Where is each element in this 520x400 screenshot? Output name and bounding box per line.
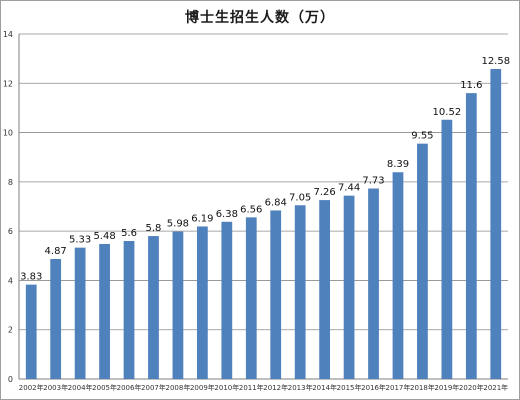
bar (490, 68, 502, 379)
y-tick-label: 10 (3, 129, 13, 138)
y-tick-label: 4 (8, 276, 13, 285)
y-tick-labels: 0 2 4 6 8 10 12 14 (3, 30, 13, 384)
bar (368, 188, 379, 379)
data-label: 11.6 (460, 80, 482, 91)
x-tick-label: 2003年 (43, 383, 68, 392)
bar (441, 119, 453, 379)
data-label: 5.8 (146, 223, 162, 234)
x-tick-label: 2014年 (312, 383, 337, 392)
bar (25, 284, 37, 379)
y-tick-label: 6 (8, 227, 13, 236)
x-tick-label: 2011年 (239, 383, 264, 392)
x-tick-label: 2015年 (337, 383, 362, 392)
bar (392, 172, 404, 379)
x-tick-label: 2017年 (386, 383, 411, 392)
bar (196, 226, 208, 379)
bar (74, 247, 86, 379)
data-label: 7.73 (362, 176, 384, 187)
bar (99, 243, 110, 379)
bar (417, 143, 428, 379)
x-tick-label: 2006年 (117, 383, 142, 392)
bar (123, 241, 135, 379)
x-tick-label: 2012年 (263, 383, 288, 392)
y-tick-label: 14 (3, 30, 13, 39)
data-label: 6.84 (265, 197, 287, 208)
x-tick-label: 2009年 (190, 383, 215, 392)
data-label: 10.52 (433, 107, 462, 118)
x-tick-label: 2002年 (19, 383, 44, 392)
data-label: 12.58 (481, 56, 510, 67)
data-label: 6.56 (240, 204, 262, 215)
bar (245, 217, 257, 379)
data-label: 3.83 (20, 272, 42, 283)
x-tick-label: 2016年 (361, 383, 386, 392)
bars (25, 68, 502, 380)
x-tick-label: 2010年 (214, 383, 239, 392)
x-tick-label: 2004年 (68, 383, 93, 392)
data-label: 6.19 (191, 213, 213, 224)
bar (343, 195, 355, 379)
x-tick-label: 2007年 (141, 383, 166, 392)
data-label: 4.87 (45, 246, 67, 257)
x-tick-label: 2021年 (483, 383, 508, 392)
data-label: 9.55 (411, 131, 433, 142)
data-label: 8.39 (387, 159, 409, 170)
bar (148, 236, 159, 379)
gridlines (19, 33, 508, 331)
bar (270, 210, 282, 379)
x-tick-label: 2020年 (459, 383, 484, 392)
data-label: 7.05 (289, 192, 311, 203)
data-label: 5.33 (69, 235, 91, 246)
bar (50, 258, 62, 379)
x-tick-label: 2018年 (410, 383, 435, 392)
data-labels: 3.83 4.875.33 5.48 5.6 5.8 5.98 6.19 6.38 6.566.… (20, 56, 510, 283)
bar (294, 205, 306, 379)
axes (18, 34, 508, 380)
bar (221, 221, 233, 379)
x-tick-label: 2019年 (434, 383, 459, 392)
y-tick-label: 12 (3, 79, 13, 88)
x-tick-label: 2013年 (288, 383, 313, 392)
y-tick-label: 8 (8, 178, 13, 187)
data-label: 7.26 (313, 187, 335, 198)
data-label: 5.98 (167, 219, 189, 230)
bar (465, 93, 477, 380)
data-label: 5.48 (93, 231, 115, 242)
bar (319, 200, 331, 379)
y-tick-label: 2 (8, 326, 13, 335)
data-label: 6.38 (216, 209, 238, 220)
x-tick-label: 2008年 (166, 383, 191, 392)
y-tick-label: 0 (8, 375, 13, 384)
data-label: 5.6 (121, 228, 137, 239)
x-tick-labels: 2002年 2003年 2004年 2005年 2006年 2007年 2008年 2009年… (19, 383, 508, 392)
data-label: 7.44 (338, 183, 360, 194)
bar (172, 231, 184, 379)
x-tick-label: 2005年 (92, 383, 117, 392)
chart-title: 博士生招生人数（万） (185, 10, 335, 26)
